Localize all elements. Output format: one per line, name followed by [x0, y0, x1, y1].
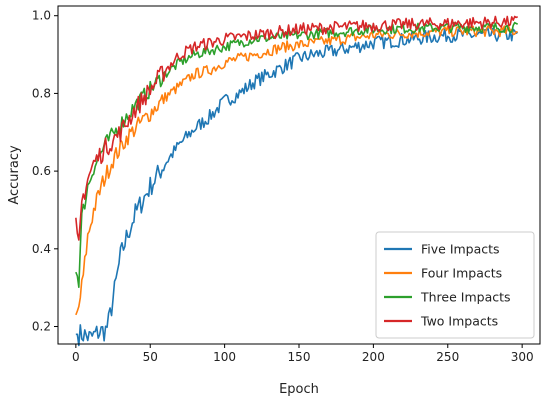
legend-label: Five Impacts — [421, 242, 500, 257]
legend-box — [375, 231, 535, 339]
x-tick-label: 150 — [288, 350, 311, 364]
x-tick-label: 250 — [436, 350, 459, 364]
legend-label: Three Impacts — [420, 290, 511, 305]
x-tick-label: 0 — [72, 350, 80, 364]
legend: Five Impacts Four Impacts Three Impacts Two… — [375, 231, 535, 339]
x-axis-label: Epoch — [279, 382, 319, 397]
y-tick-label: 0.6 — [32, 164, 51, 178]
series-line-four-impacts — [75, 25, 518, 316]
x-tick-label: 200 — [362, 350, 385, 364]
x-tick-label: 50 — [143, 350, 158, 364]
x-tick-label: 300 — [511, 350, 534, 364]
y-tick-label: 0.2 — [32, 320, 51, 334]
legend-label: Four Impacts — [421, 266, 502, 281]
series-layer — [75, 15, 519, 347]
y-axis: 0.2 0.4 0.6 0.8 1.0 — [32, 9, 58, 334]
y-axis-label: Accuracy — [7, 145, 22, 205]
y-tick-label: 0.4 — [32, 242, 51, 256]
y-tick-label: 1.0 — [32, 9, 51, 23]
x-axis: 0 50 100 150 200 250 300 — [72, 344, 534, 364]
series-line-two-impacts — [75, 15, 519, 241]
legend-label: Two Impacts — [420, 314, 498, 329]
y-tick-label: 0.8 — [32, 86, 51, 100]
series-line-five-impacts — [75, 27, 519, 347]
x-tick-label: 100 — [213, 350, 236, 364]
